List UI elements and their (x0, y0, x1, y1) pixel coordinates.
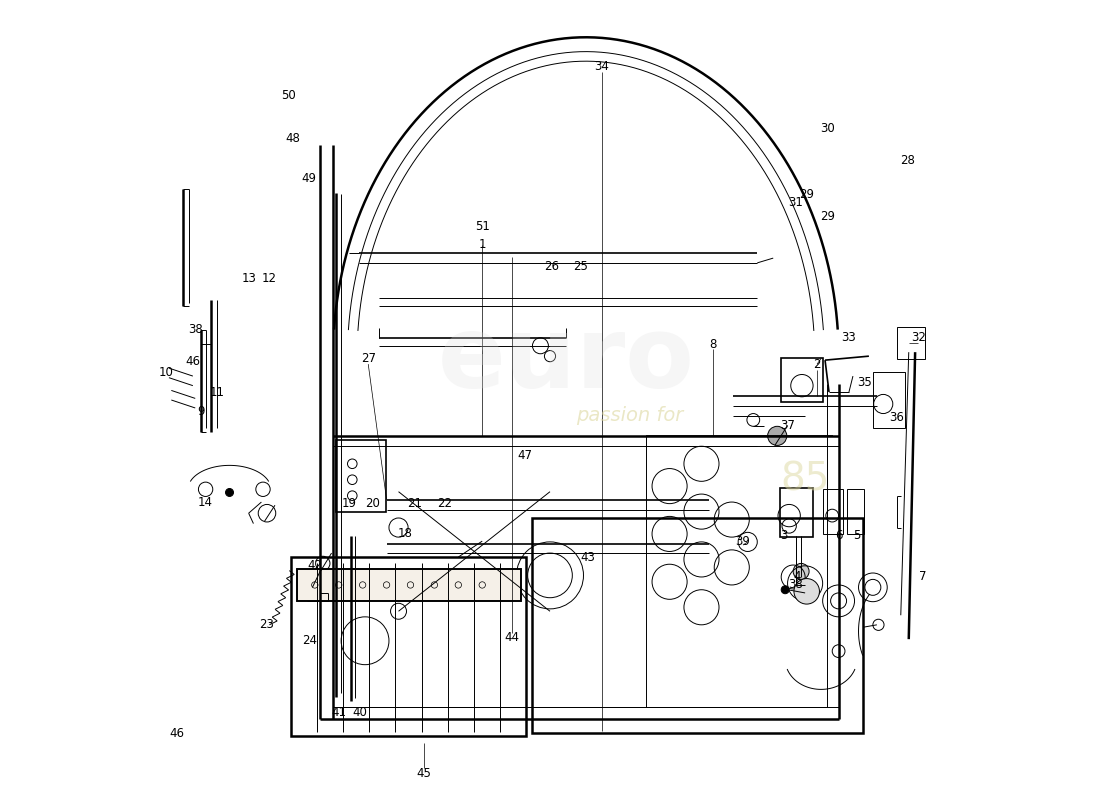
Text: 21: 21 (407, 497, 422, 510)
Text: 26: 26 (544, 259, 559, 273)
Text: 25: 25 (573, 259, 587, 273)
Bar (532, 518, 864, 734)
Text: 24: 24 (301, 634, 317, 647)
Bar (780, 488, 813, 537)
Text: 7: 7 (920, 570, 927, 583)
Circle shape (794, 578, 820, 604)
Text: 27: 27 (361, 352, 376, 365)
Circle shape (781, 586, 789, 594)
Text: 85: 85 (780, 461, 829, 498)
Text: 41: 41 (331, 706, 346, 719)
Text: passion for: passion for (576, 406, 683, 426)
Bar (297, 569, 520, 601)
Text: 4: 4 (793, 570, 801, 583)
Text: 2: 2 (813, 358, 821, 370)
Text: 9: 9 (197, 406, 205, 418)
Text: 8: 8 (710, 338, 717, 350)
Text: 10: 10 (158, 366, 173, 378)
Text: euro: euro (438, 312, 694, 409)
Text: 38: 38 (789, 578, 803, 591)
Text: 44: 44 (504, 631, 519, 644)
Bar (873, 372, 905, 428)
Text: 11: 11 (209, 386, 224, 398)
Text: 35: 35 (858, 376, 872, 389)
Text: 39: 39 (736, 535, 750, 549)
Text: 43: 43 (581, 551, 596, 564)
Text: 33: 33 (842, 331, 856, 344)
Text: 48: 48 (286, 132, 300, 145)
Text: 42: 42 (307, 559, 322, 572)
Text: 22: 22 (438, 497, 452, 510)
Text: 34: 34 (594, 60, 609, 74)
Text: 14: 14 (198, 495, 213, 509)
Text: 31: 31 (788, 196, 803, 209)
Circle shape (768, 426, 786, 446)
Bar (896, 326, 925, 358)
Text: 3: 3 (780, 529, 788, 542)
Text: 36: 36 (890, 411, 904, 424)
Text: 18: 18 (397, 527, 412, 541)
Text: 13: 13 (242, 272, 257, 286)
Bar (781, 358, 823, 402)
Text: 6: 6 (835, 529, 843, 542)
Text: 40: 40 (353, 706, 367, 719)
Text: 28: 28 (900, 154, 914, 167)
Bar (290, 557, 526, 737)
Bar (823, 490, 844, 534)
Text: 19: 19 (342, 497, 356, 510)
Text: 12: 12 (262, 272, 277, 286)
Circle shape (793, 563, 810, 579)
Bar (847, 490, 865, 534)
Text: 51: 51 (475, 220, 490, 233)
Text: 50: 50 (282, 89, 296, 102)
Bar (337, 440, 386, 512)
Text: 38: 38 (188, 323, 202, 336)
Text: 37: 37 (780, 419, 795, 432)
Circle shape (226, 489, 233, 497)
Text: 29: 29 (800, 188, 814, 201)
Text: 29: 29 (820, 210, 835, 223)
Text: 32: 32 (911, 331, 926, 344)
Text: 49: 49 (301, 172, 317, 185)
Text: 47: 47 (517, 450, 532, 462)
Text: 30: 30 (821, 122, 835, 135)
Text: 20: 20 (365, 497, 381, 510)
Text: 46: 46 (185, 355, 200, 368)
Text: 23: 23 (260, 618, 274, 631)
Bar (297, 569, 520, 601)
Text: 5: 5 (854, 529, 860, 542)
Text: 46: 46 (169, 726, 185, 740)
Text: 1: 1 (478, 238, 486, 251)
Text: 45: 45 (417, 766, 431, 779)
